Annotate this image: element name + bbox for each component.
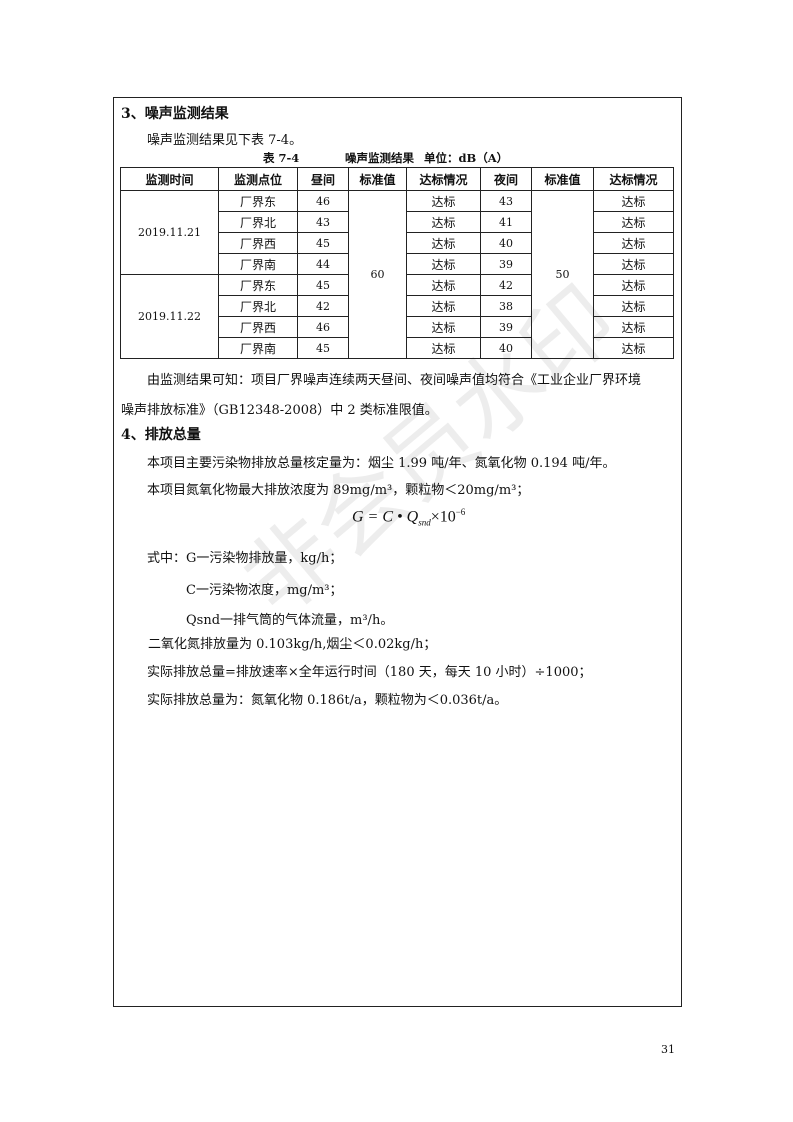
page-number: 31 [661, 1043, 675, 1056]
header-cell: 达标情况 [406, 167, 481, 191]
where-c: C一污染物浓度，mg/m³； [186, 583, 343, 598]
formula-rhs: ×10 [430, 508, 456, 526]
night-value-cell: 43 [480, 190, 532, 212]
section-3-intro: 噪声监测结果见下表 7-4。 [147, 133, 303, 148]
date-cell: 2019.11.21 [120, 190, 219, 275]
night-standard-cell: 50 [531, 190, 594, 359]
day-status-cell: 达标 [406, 253, 481, 275]
day-value-cell: 43 [297, 211, 349, 233]
night-status-cell: 达标 [593, 211, 674, 233]
night-status-cell: 达标 [593, 274, 674, 296]
day-value-cell: 46 [297, 316, 349, 338]
night-status-cell: 达标 [593, 316, 674, 338]
table-row: 厂界北 43 达标 41 达标 [121, 211, 674, 233]
day-status-cell: 达标 [406, 232, 481, 254]
header-cell: 监测时间 [120, 167, 219, 191]
date-cell: 2019.11.22 [120, 274, 219, 359]
paragraph-1: 本项目主要污染物排放总量核定量为：烟尘 1.99 吨/年、氮氧化物 0.194 … [147, 456, 616, 471]
day-status-cell: 达标 [406, 274, 481, 296]
point-cell: 厂界南 [218, 337, 298, 359]
point-cell: 厂界北 [218, 295, 298, 317]
point-cell: 厂界东 [218, 274, 298, 296]
day-status-cell: 达标 [406, 337, 481, 359]
paragraph-4: 实际排放总量=排放速率×全年运行时间（180 天，每天 10 小时）÷1000； [147, 665, 592, 680]
night-status-cell: 达标 [593, 337, 674, 359]
header-cell: 标准值 [531, 167, 594, 191]
day-value-cell: 42 [297, 295, 349, 317]
conclusion-line-2: 噪声排放标准》（GB12348-2008）中 2 类标准限值。 [121, 403, 438, 418]
table-row: 厂界北 42 达标 38 达标 [121, 295, 674, 317]
emission-formula: G = C • Qsnd×10−6 [352, 507, 465, 528]
night-value-cell: 39 [480, 253, 532, 275]
night-value-cell: 42 [480, 274, 532, 296]
noise-table: 监测时间 监测点位 昼间 标准值 达标情况 夜间 标准值 达标情况 2019.1… [120, 167, 674, 359]
day-value-cell: 44 [297, 253, 349, 275]
night-value-cell: 41 [480, 211, 532, 233]
section-3-title: 3、噪声监测结果 [121, 106, 229, 122]
table-row: 厂界南 45 达标 40 达标 [121, 337, 674, 359]
where-qsnd: Qsnd一排气筒的气体流量，m³/h。 [186, 613, 394, 628]
day-value-cell: 45 [297, 232, 349, 254]
night-status-cell: 达标 [593, 232, 674, 254]
content-frame [113, 97, 682, 1007]
day-value-cell: 46 [297, 190, 349, 212]
header-cell: 达标情况 [593, 167, 674, 191]
night-status-cell: 达标 [593, 295, 674, 317]
table-row: 2019.11.21 厂界东 46 60 达标 43 50 达标 [120, 190, 674, 359]
table-header-row: 监测时间 监测点位 昼间 标准值 达标情况 夜间 标准值 达标情况 [120, 167, 674, 191]
point-cell: 厂界南 [218, 253, 298, 275]
night-status-cell: 达标 [593, 253, 674, 275]
table-name: 噪声监测结果 [345, 151, 414, 165]
night-value-cell: 39 [480, 316, 532, 338]
table-number: 表 7-4 [263, 151, 300, 165]
day-status-cell: 达标 [406, 295, 481, 317]
table-row: 2019.11.22 厂界东 45 达标 42 达标 [120, 274, 674, 359]
night-value-cell: 38 [480, 295, 532, 317]
paragraph-2: 本项目氮氧化物最大排放浓度为 89mg/m³，颗粒物＜20mg/m³； [147, 483, 530, 498]
night-value-cell: 40 [480, 232, 532, 254]
table-unit: 单位：dB（A） [424, 151, 509, 165]
table-row: 厂界西 45 达标 40 达标 [121, 232, 674, 254]
day-status-cell: 达标 [406, 190, 481, 212]
night-status-cell: 达标 [593, 190, 674, 212]
day-status-cell: 达标 [406, 211, 481, 233]
header-cell: 监测点位 [218, 167, 298, 191]
point-cell: 厂界西 [218, 232, 298, 254]
paragraph-5: 实际排放总量为：氮氧化物 0.186t/a，颗粒物为＜0.036t/a。 [147, 693, 508, 708]
header-cell: 夜间 [480, 167, 532, 191]
formula-lhs: G = C • Q [352, 508, 419, 526]
point-cell: 厂界西 [218, 316, 298, 338]
paragraph-3: 二氧化氮排放量为 0.103kg/h,烟尘＜0.02kg/h； [148, 637, 437, 652]
where-g: 式中：G一污染物排放量，kg/h； [147, 551, 343, 566]
header-cell: 昼间 [297, 167, 349, 191]
point-cell: 厂界东 [218, 190, 298, 212]
header-cell: 标准值 [348, 167, 407, 191]
conclusion-line-1: 由监测结果可知：项目厂界噪声连续两天昼间、夜间噪声值均符合《工业企业厂界环境 [147, 373, 642, 388]
day-value-cell: 45 [297, 274, 349, 296]
point-cell: 厂界北 [218, 211, 298, 233]
day-status-cell: 达标 [406, 316, 481, 338]
formula-exponent: −6 [455, 507, 466, 517]
table-row: 厂界南 44 达标 39 达标 [121, 253, 674, 275]
day-standard-cell: 60 [348, 190, 407, 359]
formula-subscript: snd [418, 517, 431, 528]
night-value-cell: 40 [480, 337, 532, 359]
section-4-title: 4、排放总量 [121, 427, 201, 443]
day-value-cell: 45 [297, 337, 349, 359]
